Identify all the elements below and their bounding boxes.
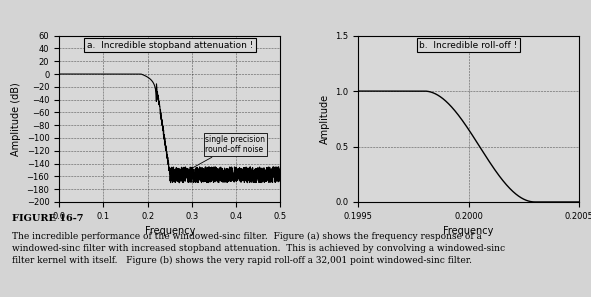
Text: single precision
round-off noise: single precision round-off noise <box>186 135 265 171</box>
X-axis label: Frequency: Frequency <box>443 226 493 236</box>
X-axis label: Frequency: Frequency <box>145 226 195 236</box>
Text: b.  Incredible roll-off !: b. Incredible roll-off ! <box>420 41 518 50</box>
Text: The incredible performance of the windowed-sinc filter.  Figure (a) shows the fr: The incredible performance of the window… <box>12 232 505 265</box>
Y-axis label: Amplitude (dB): Amplitude (dB) <box>11 82 21 156</box>
Text: FIGURE 16-7: FIGURE 16-7 <box>12 214 83 223</box>
Y-axis label: Amplitude: Amplitude <box>320 94 329 144</box>
Text: a.  Incredible stopband attenuation !: a. Incredible stopband attenuation ! <box>86 41 253 50</box>
